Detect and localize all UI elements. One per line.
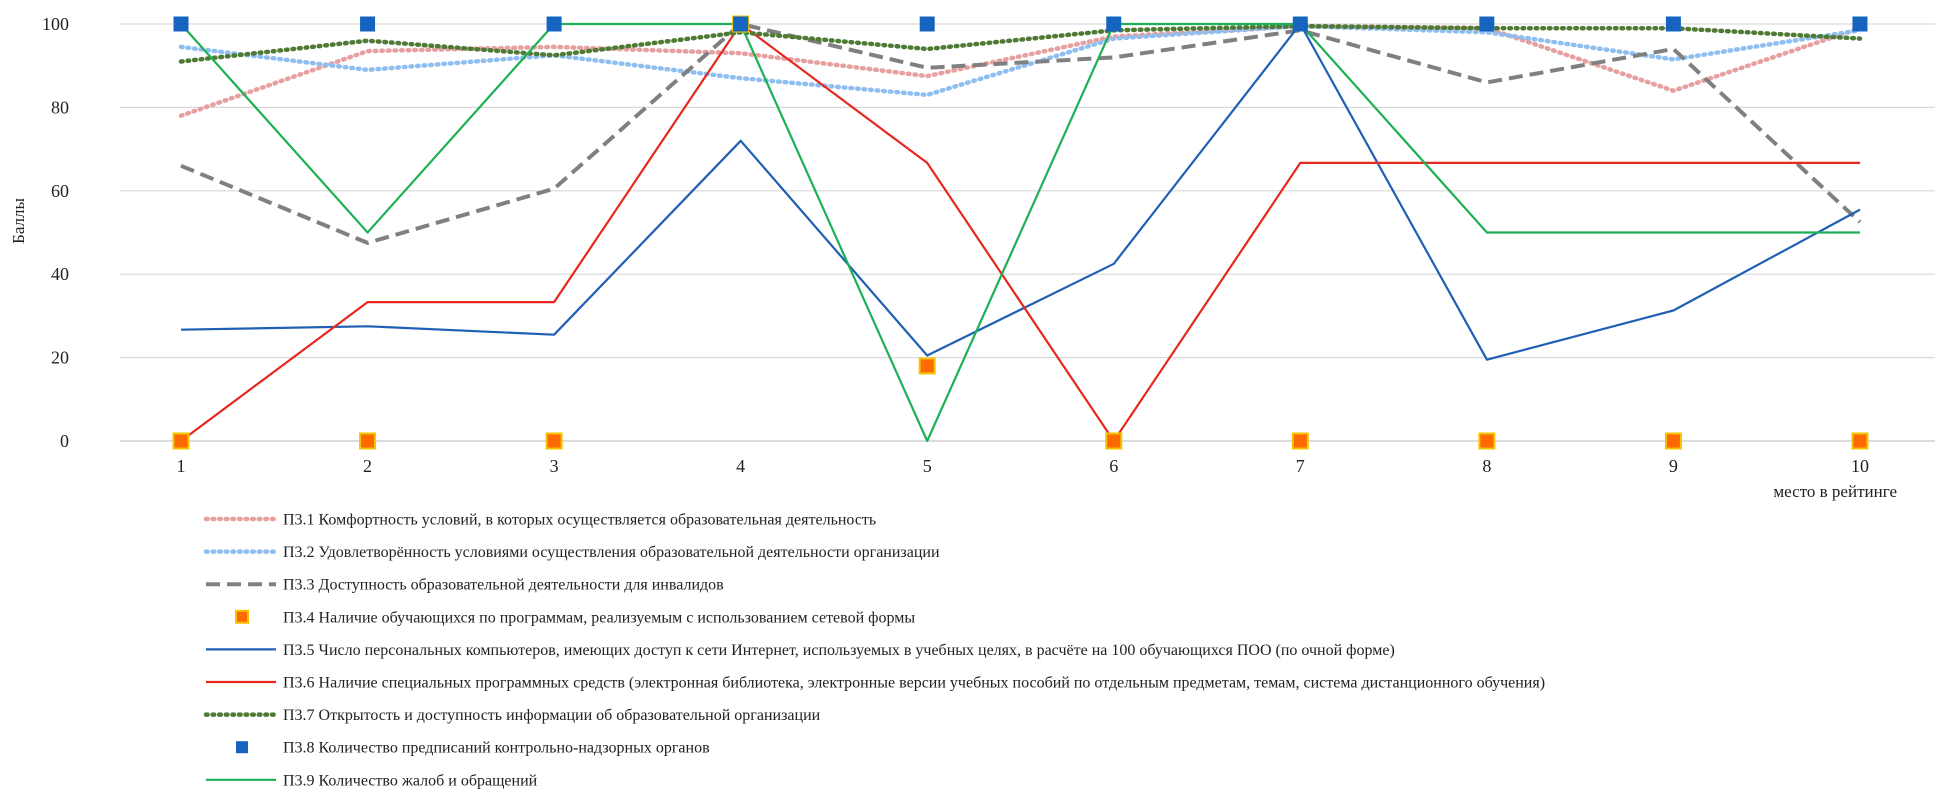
x-tick-label: 6 [1109, 456, 1118, 476]
data-point-marker-8 [173, 16, 189, 32]
legend-label: П3.5 Число персональных компьютеров, име… [283, 642, 1395, 659]
data-point-marker-8 [546, 16, 562, 32]
data-point-marker-8 [1292, 16, 1308, 32]
axes: 0 20 40 60 80 100 1 2 3 4 5 6 7 8 9 10 [42, 14, 1869, 476]
series-line-5 [180, 22, 1861, 361]
data-point-marker-8 [1106, 16, 1122, 32]
series-line-3 [180, 22, 1862, 245]
data-point-marker-8 [733, 16, 749, 32]
data-point-marker-4 [172, 432, 190, 450]
x-tick-label: 4 [736, 456, 745, 476]
data-point-marker-4 [918, 357, 936, 375]
legend-label: П3.3 Доступность образовательной деятель… [283, 577, 724, 594]
data-point-marker-8 [360, 16, 376, 32]
legend-label: П3.4 Наличие обучающихся по программам, … [283, 609, 915, 626]
x-tick-label: 8 [1482, 456, 1491, 476]
series-line-7 [178, 23, 1863, 64]
legend-label: П3.8 Количество предписаний контрольно-н… [283, 740, 710, 757]
legend-item-8: П3.8 Количество предписаний контрольно-н… [236, 740, 710, 757]
y-tick-label: 20 [51, 348, 69, 368]
data-point-marker-4 [1664, 432, 1682, 450]
y-tick-label: 0 [60, 431, 69, 451]
data-point-marker-4 [1851, 432, 1869, 450]
gridlines [120, 23, 1935, 442]
series-line-6 [180, 22, 1860, 443]
data-point-marker-8 [1852, 16, 1868, 32]
x-axis-title: место в рейтинге [1773, 482, 1897, 501]
y-tick-label: 80 [51, 97, 69, 117]
data-point-marker-8 [1479, 16, 1495, 32]
legend-label: П3.2 Удовлетворённость условиями осущест… [283, 544, 940, 561]
legend-item-9: П3.9 Количество жалоб и обращений [206, 772, 538, 789]
legend-swatch [236, 741, 248, 754]
x-tick-label: 3 [550, 456, 559, 476]
data-point-marker-8 [919, 16, 935, 32]
legend-item-1: П3.1 Комфортность условий, в которых осу… [203, 512, 876, 529]
data-point-marker-8 [1665, 16, 1681, 32]
legend: П3.1 Комфортность условий, в которых осу… [203, 512, 1545, 789]
x-tick-label: 9 [1669, 456, 1678, 476]
series-line-1 [178, 23, 1863, 118]
legend-item-2: П3.2 Удовлетворённость условиями осущест… [203, 544, 940, 561]
series-line-2 [178, 23, 1863, 98]
legend-label: П3.9 Количество жалоб и обращений [283, 772, 538, 789]
legend-swatch [235, 609, 249, 624]
series-markers [172, 15, 1869, 450]
legend-label: П3.7 Открытость и доступность информации… [283, 707, 821, 724]
y-axis-title: Баллы [9, 198, 28, 244]
legend-item-4: П3.4 Наличие обучающихся по программам, … [235, 609, 915, 626]
legend-item-5: П3.5 Число персональных компьютеров, име… [206, 642, 1395, 659]
legend-item-6: П3.6 Наличие специальных программных сре… [206, 675, 1545, 692]
data-point-marker-4 [1478, 432, 1496, 450]
data-point-marker-4 [1291, 432, 1309, 450]
data-point-marker-4 [1105, 432, 1123, 450]
series-lines [178, 22, 1863, 443]
y-tick-label: 60 [51, 181, 69, 201]
data-point-marker-4 [359, 432, 377, 450]
x-tick-label: 2 [363, 456, 372, 476]
x-tick-label: 1 [177, 456, 186, 476]
x-tick-label: 5 [923, 456, 932, 476]
series-line-9 [180, 22, 1860, 443]
legend-label: П3.6 Наличие специальных программных сре… [283, 675, 1545, 692]
data-point-marker-4 [545, 432, 563, 450]
legend-label: П3.1 Комфортность условий, в которых осу… [283, 512, 876, 529]
x-tick-label: 10 [1851, 456, 1869, 476]
y-tick-label: 40 [51, 264, 69, 284]
legend-item-3: П3.3 Доступность образовательной деятель… [206, 577, 724, 594]
x-tick-label: 7 [1296, 456, 1305, 476]
y-tick-label: 100 [42, 14, 69, 34]
legend-item-7: П3.7 Открытость и доступность информации… [203, 707, 821, 724]
